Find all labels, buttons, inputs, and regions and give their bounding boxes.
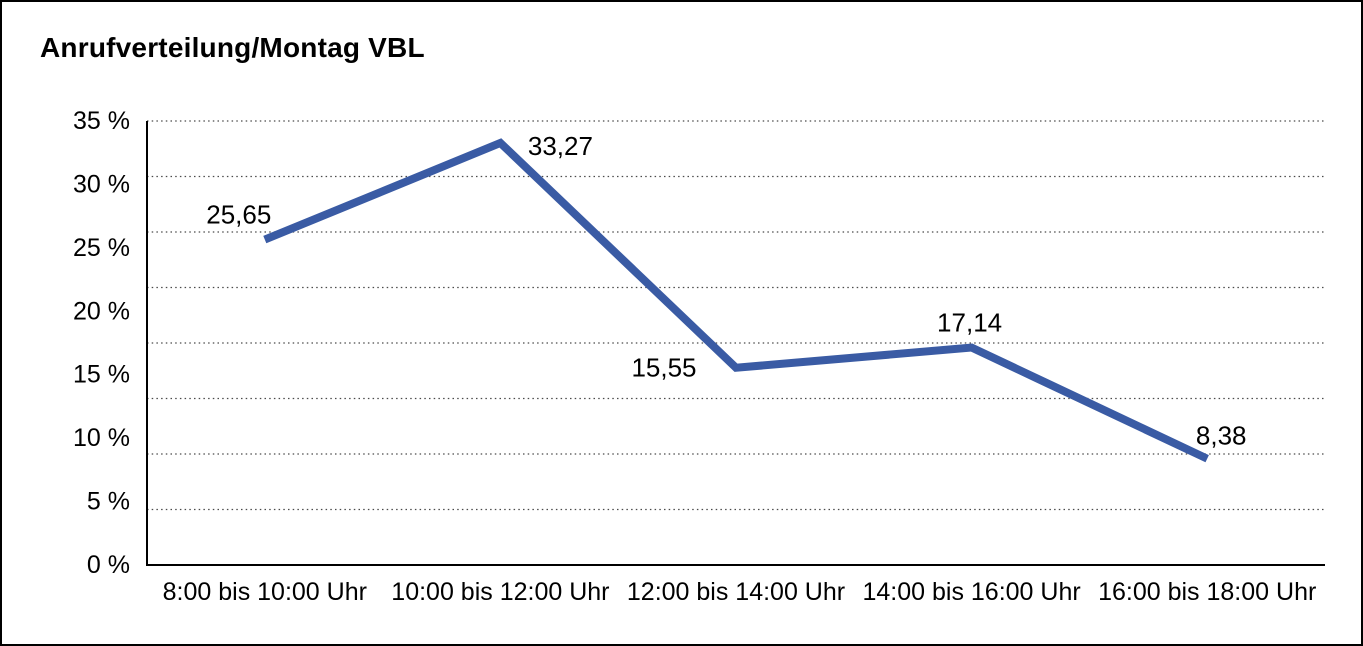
- y-axis-tick-label: 25 %: [73, 234, 130, 262]
- data-point-label: 33,27: [528, 131, 593, 161]
- x-axis-tick-label: 16:00 bis 18:00 Uhr: [1098, 578, 1316, 606]
- y-axis-tick-label: 35 %: [73, 107, 130, 135]
- x-axis-tick-label: 12:00 bis 14:00 Uhr: [627, 578, 845, 606]
- y-axis-tick-label: 5 %: [87, 488, 130, 516]
- chart-title: Anrufverteilung/Montag VBL: [40, 32, 425, 63]
- x-axis-tick-label: 8:00 bis 10:00 Uhr: [163, 578, 367, 606]
- y-axis-tick-label: 10 %: [73, 424, 130, 452]
- y-axis-tick-label: 20 %: [73, 297, 130, 325]
- data-line: [263, 138, 1209, 463]
- y-axis-tick-label: 30 %: [73, 170, 130, 198]
- y-axis-tick-label: 15 %: [73, 361, 130, 389]
- x-axis-tick-label: 14:00 bis 16:00 Uhr: [862, 578, 1080, 606]
- x-axis-tick-label: 10:00 bis 12:00 Uhr: [391, 578, 609, 606]
- data-point-label: 25,65: [206, 200, 271, 230]
- y-axis-tick-label: 0 %: [87, 551, 130, 579]
- data-point-label: 8,38: [1196, 421, 1247, 451]
- data-point-label: 17,14: [937, 308, 1002, 338]
- data-point-label: 15,55: [631, 353, 696, 383]
